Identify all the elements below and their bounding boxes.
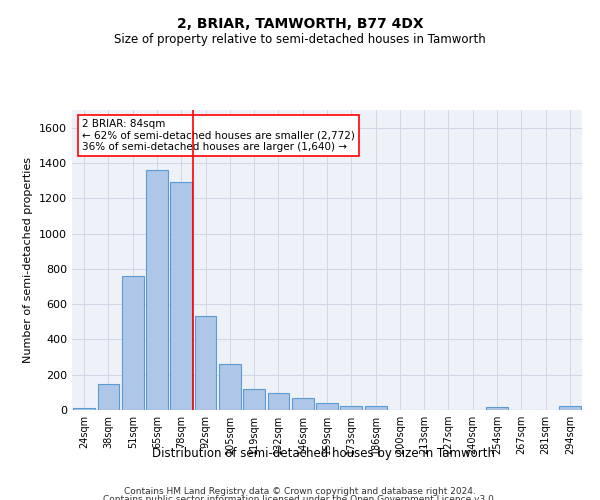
Bar — [73, 408, 95, 410]
Bar — [170, 182, 192, 410]
Bar — [146, 170, 168, 410]
Text: Distribution of semi-detached houses by size in Tamworth: Distribution of semi-detached houses by … — [152, 448, 496, 460]
Text: 2 BRIAR: 84sqm
← 62% of semi-detached houses are smaller (2,772)
36% of semi-det: 2 BRIAR: 84sqm ← 62% of semi-detached ho… — [82, 119, 355, 152]
Bar — [194, 316, 217, 410]
Bar — [122, 276, 143, 410]
Bar — [340, 406, 362, 410]
Bar — [268, 393, 289, 410]
Bar — [316, 403, 338, 410]
Text: Contains public sector information licensed under the Open Government Licence v3: Contains public sector information licen… — [103, 495, 497, 500]
Bar — [559, 406, 581, 410]
Bar — [486, 408, 508, 410]
Text: 2, BRIAR, TAMWORTH, B77 4DX: 2, BRIAR, TAMWORTH, B77 4DX — [176, 18, 424, 32]
Text: Size of property relative to semi-detached houses in Tamworth: Size of property relative to semi-detach… — [114, 32, 486, 46]
Y-axis label: Number of semi-detached properties: Number of semi-detached properties — [23, 157, 34, 363]
Bar — [292, 398, 314, 410]
Bar — [365, 406, 386, 410]
Bar — [219, 364, 241, 410]
Text: Contains HM Land Registry data © Crown copyright and database right 2024.: Contains HM Land Registry data © Crown c… — [124, 488, 476, 496]
Bar — [243, 389, 265, 410]
Bar — [97, 384, 119, 410]
